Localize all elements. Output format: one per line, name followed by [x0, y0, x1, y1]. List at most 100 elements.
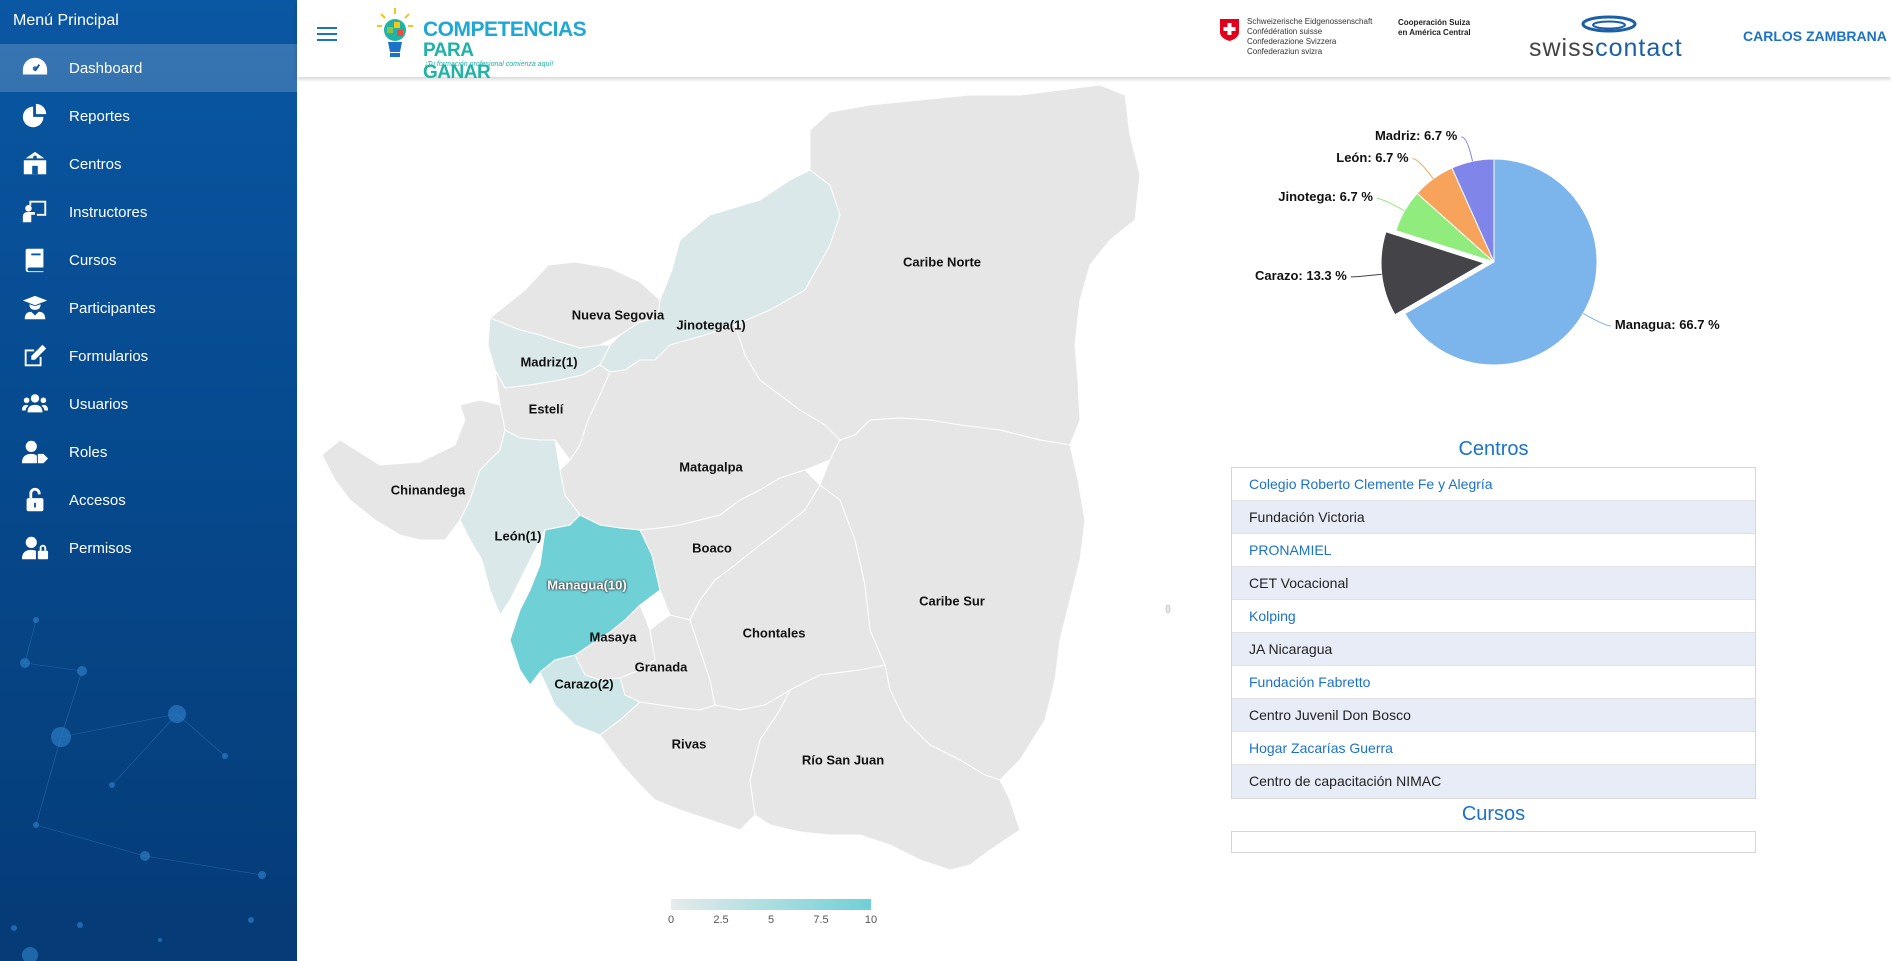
- pie-connector-madriz: [1461, 136, 1473, 162]
- map-label-chontales: Chontales: [742, 625, 806, 641]
- map-label-leon: León(1): [494, 528, 542, 544]
- graduate-icon: [0, 294, 69, 322]
- map-label-rio-san-juan: Río San Juan: [801, 752, 885, 768]
- sidebar-item-roles[interactable]: Roles: [0, 428, 297, 476]
- map-label-madriz: Madriz(1): [520, 354, 578, 370]
- pie-label-managua: Managua: 66.7 %: [1614, 316, 1720, 332]
- sidebar-item-label: Instructores: [69, 203, 148, 221]
- sidebar-item-label: Usuarios: [69, 395, 129, 413]
- cursos-title: Cursos: [1461, 803, 1526, 825]
- sidebar-item-dashboard[interactable]: Dashboard: [0, 44, 297, 92]
- legend-tick: 7.5: [813, 914, 829, 926]
- map-label-caribe-sur: Caribe Sur: [919, 593, 985, 609]
- map-canvas: [321, 84, 1171, 871]
- pie-slice-carazo[interactable]: [1380, 231, 1486, 316]
- sidebar-item-reportes[interactable]: Reportes: [0, 92, 297, 140]
- swisscontact-swoosh-icon: [1581, 15, 1637, 33]
- sidebar-item-label: Centros: [69, 155, 122, 173]
- map-region-rio-san-juan[interactable]: [749, 664, 1021, 871]
- sidebar-item-instructores[interactable]: Instructores: [0, 188, 297, 236]
- text-line: Confédération suisse: [1247, 27, 1323, 36]
- sidebar-item-formularios[interactable]: Formularios: [0, 332, 297, 380]
- map-label-chinandega: Chinandega: [390, 482, 466, 498]
- legend-color-bar: [671, 899, 871, 910]
- pie-slice-madriz[interactable]: [1451, 158, 1495, 263]
- sidebar-item-participantes[interactable]: Participantes: [0, 284, 297, 332]
- nicaragua-map: Nueva Segovia Jinotega(1) Madriz(1) Estelí C…: [297, 77, 1197, 961]
- user-menu[interactable]: CARLOS ZAMBRANA: [1743, 28, 1887, 44]
- map-label-boaco: Boaco: [692, 540, 732, 556]
- logo-line2: PARA GANAR: [423, 40, 491, 83]
- sidebar-item-label: Roles: [69, 443, 108, 461]
- map-label-managua: Managua(10): [547, 577, 627, 593]
- swisscontact-logo: swisscontact: [1529, 10, 1694, 62]
- cursos-list: [1231, 831, 1756, 853]
- swiss-confederation-logo: Schweizerische Eidgenossenschaft Confédér…: [1219, 16, 1399, 60]
- pie-slice-managua[interactable]: [1404, 158, 1598, 366]
- map-label-nueva-segovia: Nueva Segovia: [571, 307, 665, 323]
- pie-chart: Managua: 66.7 % Carazo: 13.3 % Jinotega: 6…: [1197, 90, 1891, 410]
- pie-connector-jinotega: [1376, 197, 1405, 212]
- pie-label-leon: León: 6.7 %: [1336, 149, 1409, 165]
- centro-list-item[interactable]: Fundación Victoria: [1232, 501, 1755, 534]
- pie-chart-icon: [0, 102, 69, 130]
- map-label-matagalpa: Matagalpa: [679, 459, 743, 475]
- centro-list-item[interactable]: JA Nicaragua: [1232, 633, 1755, 666]
- swiss-flag-icon: [1220, 19, 1239, 41]
- edit-icon: [0, 342, 69, 370]
- pie-label-madriz: Madriz: 6.7 %: [1374, 127, 1458, 143]
- sidebar-item-label: Reportes: [69, 107, 130, 125]
- centro-list-item[interactable]: Hogar Zacarías Guerra: [1232, 732, 1755, 765]
- text-line: Schweizerische Eidgenossenschaft: [1247, 17, 1373, 26]
- legend-tick: 10: [864, 914, 878, 926]
- sidebar: Menú Principal Dashboard Reportes Centros I…: [0, 0, 297, 961]
- pie-label-jinotega: Jinotega: 6.7 %: [1278, 189, 1373, 205]
- centro-list-item[interactable]: PRONAMIEL: [1232, 534, 1755, 567]
- centro-list-item[interactable]: Colegio Roberto Clemente Fe y Alegría: [1232, 468, 1755, 501]
- centro-list-item[interactable]: CET Vocacional: [1232, 567, 1755, 600]
- island: [1165, 604, 1171, 614]
- pie-connector-carazo: [1350, 273, 1382, 278]
- user-lock-icon: [0, 534, 69, 562]
- pie-connector-managua: [1583, 312, 1611, 327]
- sidebar-item-cursos[interactable]: Cursos: [0, 236, 297, 284]
- unlock-icon: [0, 486, 69, 514]
- pie-chart-canvas: [1350, 136, 1611, 366]
- lightbulb-icon: [377, 8, 413, 57]
- users-icon: [0, 390, 69, 418]
- school-icon: [0, 150, 69, 178]
- centro-list-item[interactable]: Fundación Fabretto: [1232, 666, 1755, 699]
- map-label-granada: Granada: [634, 659, 688, 675]
- sidebar-item-label: Formularios: [69, 347, 149, 365]
- hamburger-menu-icon[interactable]: [317, 27, 337, 43]
- swisscontact-wordmark: swisscontact: [1529, 34, 1683, 63]
- map-region-carazo[interactable]: [539, 654, 641, 736]
- centro-list-item[interactable]: Centro de capacitación NIMAC: [1232, 765, 1755, 798]
- sidebar-item-centros[interactable]: Centros: [0, 140, 297, 188]
- centros-title: Centros: [1458, 438, 1529, 460]
- sidebar-item-permisos[interactable]: Permisos: [0, 524, 297, 572]
- legend-ticks: 0 2.5 5 7.5 10: [668, 910, 891, 926]
- sidebar-item-label: Dashboard: [69, 59, 143, 77]
- sidebar-item-usuarios[interactable]: Usuarios: [0, 380, 297, 428]
- sidebar-item-label: Cursos: [69, 251, 117, 269]
- top-header: COMPETENCIAS PARA GANAR ¡Tu formación pr…: [297, 0, 1891, 83]
- centro-list-item[interactable]: Centro Juvenil Don Bosco: [1232, 699, 1755, 732]
- map-region-caribe-sur[interactable]: [819, 417, 1086, 781]
- user-tag-icon: [0, 438, 69, 466]
- sidebar-item-label: Accesos: [69, 491, 126, 509]
- map-label-rivas: Rivas: [671, 736, 707, 752]
- legend-tick: 5: [767, 914, 775, 926]
- pie-label-carazo: Carazo: 13.3 %: [1255, 267, 1347, 283]
- centros-list: Colegio Roberto Clemente Fe y Alegría Fun…: [1231, 467, 1756, 799]
- sidebar-title: Menú Principal: [13, 12, 119, 29]
- centro-list-item[interactable]: Kolping: [1232, 600, 1755, 633]
- text-line: Cooperación Suiza: [1398, 18, 1471, 27]
- sidebar-item-label: Permisos: [69, 539, 132, 557]
- brand-contact: contact: [1595, 34, 1683, 62]
- cooperacion-suiza-text: Cooperación Suiza en América Central: [1398, 18, 1471, 38]
- brand-swiss: swiss: [1529, 34, 1596, 62]
- logo-tagline: ¡Tu formación profesional comienza aquí!: [425, 61, 554, 68]
- sidebar-item-accesos[interactable]: Accesos: [0, 476, 297, 524]
- sidebar-nav: Dashboard Reportes Centros Instructores Curs…: [0, 44, 297, 572]
